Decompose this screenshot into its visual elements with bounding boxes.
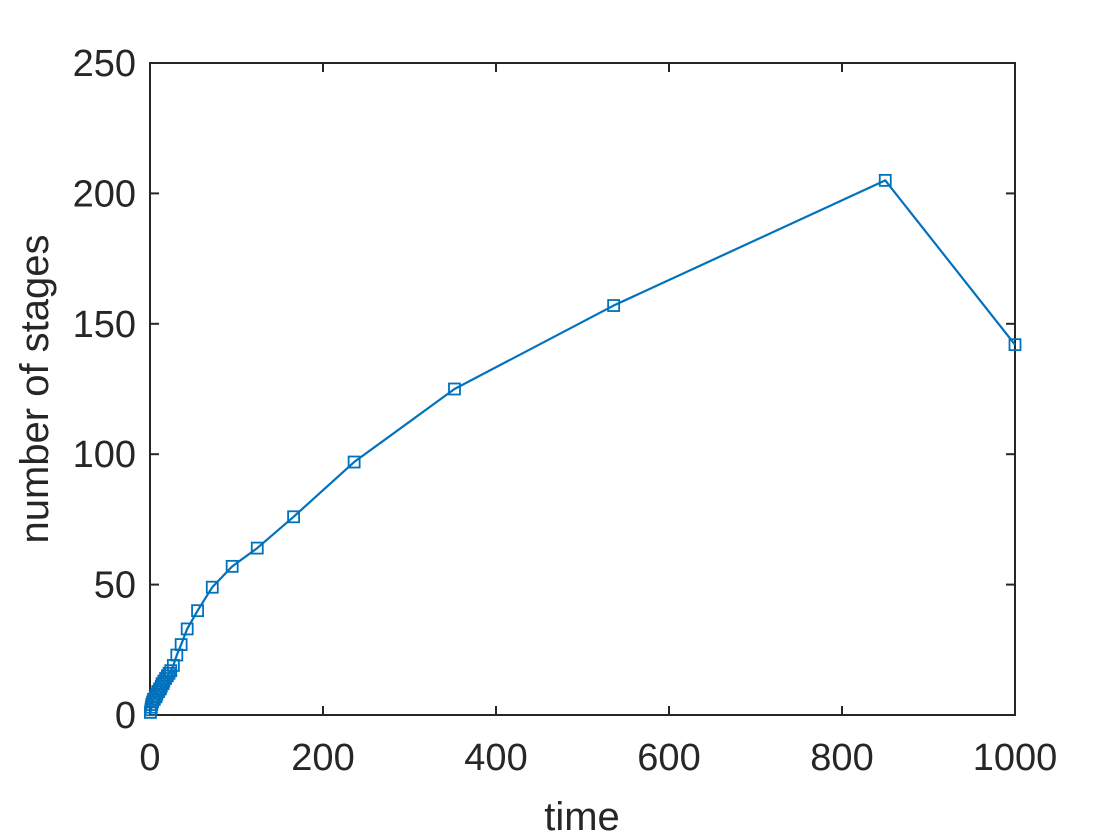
data-point-marker: [162, 666, 176, 680]
x-axis-ticks: 0 200 400 600 800 1000: [139, 63, 1057, 779]
x-tick-label: 1000: [973, 737, 1058, 779]
y-tick-label: 150: [73, 304, 136, 346]
x-tick-label: 600: [637, 737, 700, 779]
data-point-marker: [174, 638, 188, 651]
data-point-marker: [448, 382, 461, 396]
x-tick-label: 800: [810, 737, 873, 779]
y-tick-label: 250: [73, 43, 136, 85]
data-point-marker: [180, 622, 194, 636]
data-point-marker: [191, 604, 204, 618]
data-point-marker: [225, 559, 239, 573]
x-tick-label: 200: [291, 737, 354, 779]
y-tick-label: 0: [115, 695, 136, 737]
series-layer: [144, 173, 1022, 719]
data-point-marker: [347, 455, 361, 469]
data-point-marker: [1008, 338, 1022, 352]
data-point-marker: [878, 173, 892, 187]
y-axis-label: number of stages: [13, 234, 57, 543]
y-tick-label: 200: [73, 173, 136, 215]
data-point-marker: [287, 510, 300, 524]
data-point-marker: [607, 299, 621, 312]
y-tick-label: 50: [94, 565, 136, 607]
x-tick-label: 0: [139, 737, 160, 779]
y-tick-label: 100: [73, 434, 136, 476]
x-tick-label: 400: [464, 737, 527, 779]
plot-area: [149, 62, 1016, 716]
data-point-marker: [205, 580, 219, 594]
x-axis-label: time: [544, 795, 620, 839]
y-axis-ticks: 0 50 100 150 200 250: [73, 43, 1015, 737]
data-point-marker: [250, 541, 264, 555]
